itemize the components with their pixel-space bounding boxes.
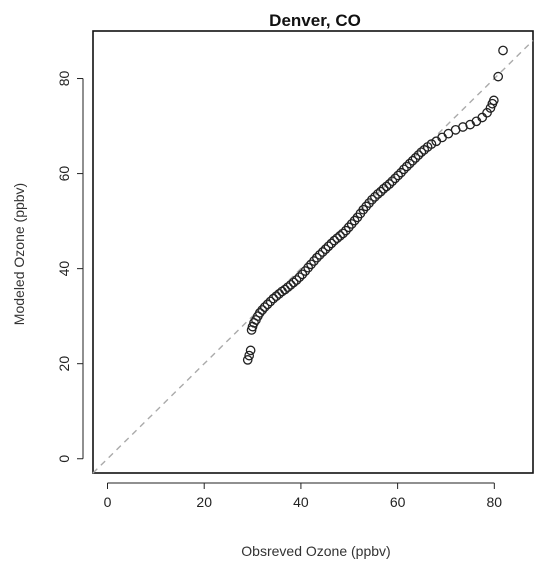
data-point — [364, 198, 374, 208]
data-point — [367, 194, 377, 205]
data-point — [410, 153, 421, 163]
data-point — [372, 189, 383, 199]
data-point — [426, 139, 437, 149]
data-point — [288, 277, 299, 288]
x-tick-label: 80 — [487, 494, 503, 510]
data-point — [393, 170, 403, 181]
chart-title: Denver, CO — [269, 11, 361, 30]
data-point — [280, 284, 290, 295]
plot-area-frame — [92, 30, 534, 474]
data-point — [390, 173, 401, 184]
x-tick-label: 0 — [104, 494, 112, 510]
data-point — [244, 350, 255, 361]
data-point — [297, 269, 308, 280]
data-point — [346, 219, 357, 229]
data-point — [498, 45, 508, 56]
data-point — [312, 252, 322, 263]
data-point — [335, 230, 345, 241]
data-point — [254, 307, 265, 318]
data-point — [320, 244, 331, 254]
data-point — [257, 305, 268, 315]
y-tick-label: 40 — [56, 261, 72, 277]
data-point — [283, 282, 293, 293]
data-point — [384, 179, 395, 189]
data-point — [303, 262, 314, 273]
data-point — [338, 228, 348, 239]
y-axis: 0 20 40 60 80 — [56, 71, 84, 463]
data-point — [416, 147, 427, 158]
data-point — [407, 155, 418, 166]
x-axis-label: Obsreved Ozone (ppbv) — [241, 543, 390, 559]
data-point — [404, 158, 415, 169]
x-axis: 0 20 40 60 80 — [104, 482, 503, 510]
data-point — [361, 201, 372, 212]
data-point — [419, 144, 430, 155]
data-point — [329, 235, 340, 246]
data-point — [387, 176, 398, 187]
data-point — [265, 296, 276, 307]
data-point — [332, 233, 343, 244]
x-tick-label: 40 — [293, 494, 309, 510]
data-point — [300, 266, 311, 276]
data-point — [343, 222, 354, 233]
data-point — [268, 293, 279, 304]
y-tick-label: 0 — [56, 455, 72, 463]
data-point — [285, 279, 296, 290]
data-point — [326, 238, 337, 249]
data-point — [271, 291, 282, 302]
data-point — [294, 272, 305, 283]
data-point — [375, 186, 386, 197]
data-point — [341, 225, 351, 236]
x-tick-label: 60 — [390, 494, 406, 510]
data-point — [262, 299, 273, 310]
data-point — [306, 259, 316, 270]
data-point — [378, 183, 389, 194]
data-point — [443, 128, 454, 139]
data-point — [349, 215, 360, 226]
data-point — [309, 256, 319, 266]
data-point — [314, 250, 325, 260]
y-tick-label: 60 — [56, 166, 72, 182]
data-point — [381, 181, 392, 192]
data-point — [396, 167, 406, 178]
y-axis-label: Modeled Ozone (ppbv) — [11, 183, 27, 325]
data-point — [242, 355, 253, 365]
data-point — [323, 241, 334, 252]
data-point — [399, 164, 409, 175]
data-point — [401, 161, 412, 172]
y-tick-label: 80 — [56, 71, 72, 87]
data-point — [370, 192, 380, 202]
data-point — [493, 71, 504, 82]
data-point — [245, 345, 256, 356]
data-point — [259, 302, 270, 312]
data-point — [488, 95, 499, 106]
data-point — [358, 204, 369, 215]
data-point — [413, 150, 424, 160]
data-point — [317, 247, 328, 257]
data-point — [291, 275, 302, 285]
y-tick-label: 20 — [56, 356, 72, 372]
x-tick-label: 20 — [196, 494, 212, 510]
